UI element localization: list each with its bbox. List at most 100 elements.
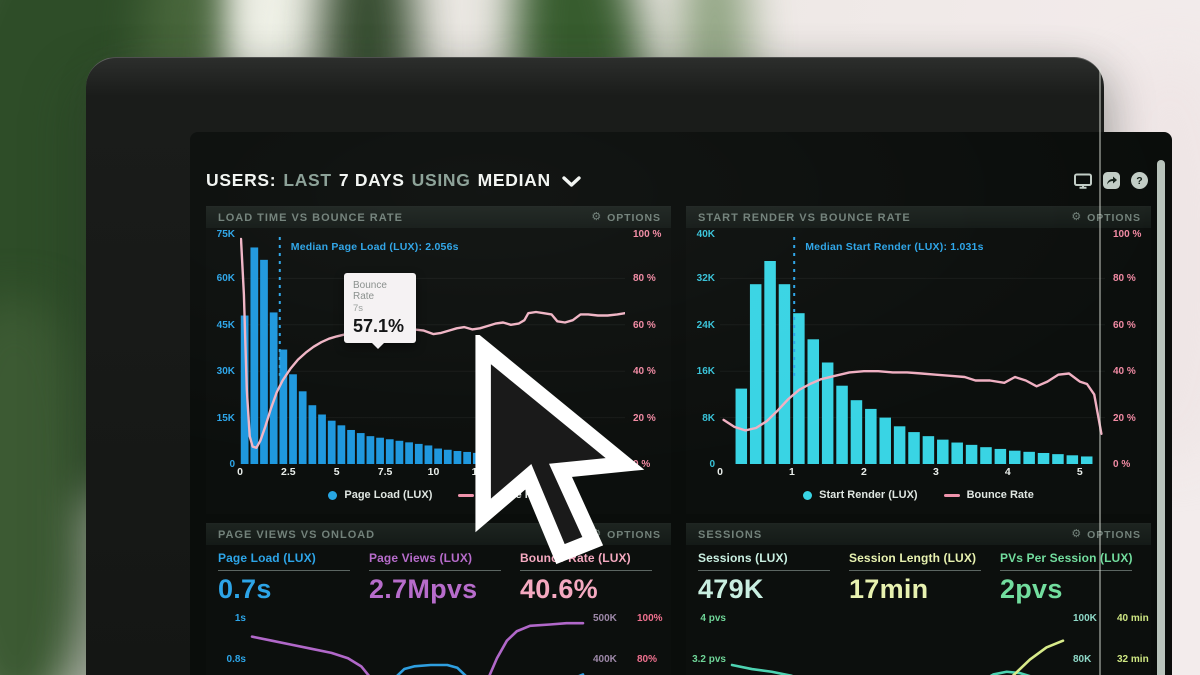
metric-pvs-per-session: PVs Per Session (LUX) 2pvs xyxy=(1000,551,1143,605)
y-axis-right: 100 % 80 % 60 % 40 % 20 % 0 % xyxy=(625,229,671,470)
y-tick-label: 0 xyxy=(229,459,235,470)
y-tick-label: 30K xyxy=(216,366,235,378)
gear-icon: ⚙ xyxy=(1071,528,1083,540)
x-tick-label: 7.5 xyxy=(377,466,393,478)
x-tick-label: 3 xyxy=(932,466,939,478)
title-part: USERS: xyxy=(206,170,277,190)
y-tick-label: 60K xyxy=(216,273,235,285)
options-label: OPTIONS xyxy=(607,211,661,224)
x-tick-label: 1 xyxy=(789,466,795,478)
y-tick-label: 0 % xyxy=(633,459,651,470)
y-tick-label: 80 % xyxy=(1113,273,1136,285)
page-views-mini-chart xyxy=(252,611,583,675)
y-tick-label: 32 min xyxy=(1117,654,1149,665)
title-part: 7 DAYS xyxy=(338,170,405,190)
metric-label: Bounce Rate (LUX) xyxy=(520,551,631,565)
x-axis: 0 1 2 3 4 5 xyxy=(717,466,1105,480)
y-tick-row: 500K 100% xyxy=(593,613,681,624)
y-tick-label: 0 % xyxy=(1113,459,1131,470)
x-tick-label: 2 xyxy=(861,466,867,478)
legend-item[interactable]: Start Render (LUX) xyxy=(803,489,918,501)
load-time-chart: Median Page Load (LUX): 2.056s Bounce Ra… xyxy=(240,232,645,565)
sessions-mini-chart xyxy=(732,611,1063,675)
y-tick-label: 20 % xyxy=(633,412,656,424)
x-tick-label: 2.5 xyxy=(281,466,296,478)
median-annotation: Median Start Render (LUX): 1.031s xyxy=(805,241,984,253)
y-tick-label: 40 min xyxy=(1117,613,1149,624)
y-tick-label: 32K xyxy=(696,273,715,285)
panel-start-render-vs-bounce-rate: START RENDER VS BOUNCE RATE ⚙ OPTIONS 40… xyxy=(686,206,1151,514)
scrollbar[interactable] xyxy=(1157,160,1165,675)
legend-dot-icon xyxy=(328,490,338,500)
metric-label: Page Load (LUX) xyxy=(218,551,316,565)
y-tick-label: 60 % xyxy=(1113,319,1136,331)
options-button[interactable]: ⚙ OPTIONS xyxy=(1071,212,1141,224)
options-button[interactable]: ⚙ OPTIONS xyxy=(1071,529,1141,541)
panel-title: SESSIONS xyxy=(698,528,763,541)
tooltip-x-value: 7s xyxy=(353,303,364,314)
chart-tooltip: Bounce Rate 7s 57.1% xyxy=(344,273,416,349)
y-tick-label: 3.2 pvs xyxy=(692,654,726,665)
options-label: OPTIONS xyxy=(607,528,661,541)
y-tick-label: 45K xyxy=(216,319,235,331)
legend-label: Page Load (LUX) xyxy=(344,489,433,501)
svg-text:?: ? xyxy=(1136,175,1142,187)
title-part: MEDIAN xyxy=(477,170,551,190)
help-icon[interactable]: ? xyxy=(1131,172,1148,189)
dashboard-screen: USERS: LAST 7 DAYS USING MEDIAN xyxy=(190,132,1172,675)
metric-sessions: Sessions (LUX) 479K xyxy=(698,551,841,605)
display-icon[interactable] xyxy=(1074,173,1092,189)
y-tick-row: 400K 80% xyxy=(593,654,681,665)
x-tick-label: 5 xyxy=(333,466,340,478)
legend-item[interactable]: Bounce Rate xyxy=(943,489,1034,501)
legend-item[interactable]: Page Load (LUX) xyxy=(328,489,432,501)
y-tick-label: 16K xyxy=(696,366,715,378)
x-tick-label: 5 xyxy=(1076,466,1083,478)
y-axis-left: 40K 32K 24K 16K 8K 0 xyxy=(686,229,720,470)
dashboard-title-dropdown[interactable]: USERS: LAST 7 DAYS USING MEDIAN xyxy=(206,170,581,191)
panel-title: PAGE VIEWS VS ONLOAD xyxy=(218,528,376,541)
panel-title: LOAD TIME VS BOUNCE RATE xyxy=(218,211,403,224)
metric-underline xyxy=(1000,570,1132,571)
metric-label: Sessions (LUX) xyxy=(698,551,788,565)
median-annotation: Median Page Load (LUX): 2.056s xyxy=(290,241,459,253)
x-tick-label: 0 xyxy=(717,466,723,478)
share-icon[interactable] xyxy=(1103,172,1120,189)
y-tick-label: 100% xyxy=(637,613,663,624)
options-label: OPTIONS xyxy=(1087,211,1141,224)
panel-header: START RENDER VS BOUNCE RATE ⚙ OPTIONS xyxy=(686,206,1151,228)
metric-underline xyxy=(218,570,350,571)
chart-legend: Start Render (LUX) Bounce Rate xyxy=(686,489,1151,501)
y-axis-left: 1s0.8s0.6s xyxy=(206,611,252,675)
gear-icon: ⚙ xyxy=(1071,211,1083,223)
metric-value: 2pvs xyxy=(1000,574,1063,604)
chevron-down-icon xyxy=(562,176,581,187)
y-tick-label: 24K xyxy=(696,319,715,331)
y-tick-label: 40 % xyxy=(1113,366,1136,378)
metric-underline xyxy=(849,570,981,571)
legend-label: Bounce Rate xyxy=(966,489,1034,501)
panel-header: SESSIONS ⚙ OPTIONS xyxy=(686,523,1151,545)
legend-label: Start Render (LUX) xyxy=(819,489,918,501)
plant-leaf xyxy=(0,300,90,675)
y-tick-label: 500K xyxy=(593,613,617,624)
y-tick-label: 100 % xyxy=(633,229,662,240)
y-tick-label: 100 % xyxy=(1113,229,1142,240)
y-tick-label: 0.8s xyxy=(226,654,246,665)
y-axis-left: 75K 60K 45K 30K 15K 0 xyxy=(206,229,240,470)
y-tick-label: 40 % xyxy=(633,366,656,378)
metric-page-views: Page Views (LUX) 2.7Mpvs xyxy=(369,551,512,605)
metric-value: 17min xyxy=(849,574,929,604)
y-tick-label: 15K xyxy=(216,412,235,424)
panel-header: LOAD TIME VS BOUNCE RATE ⚙ OPTIONS xyxy=(206,206,671,228)
y-tick-label: 100K xyxy=(1073,613,1097,624)
y-tick-row: 80K 32 min xyxy=(1073,654,1161,665)
mouse-cursor-icon xyxy=(475,335,645,565)
options-button[interactable]: ⚙ OPTIONS xyxy=(591,212,661,224)
y-tick-label: 80 % xyxy=(633,273,656,285)
y-axis-right: 100 % 80 % 60 % 40 % 20 % 0 % xyxy=(1105,229,1151,470)
